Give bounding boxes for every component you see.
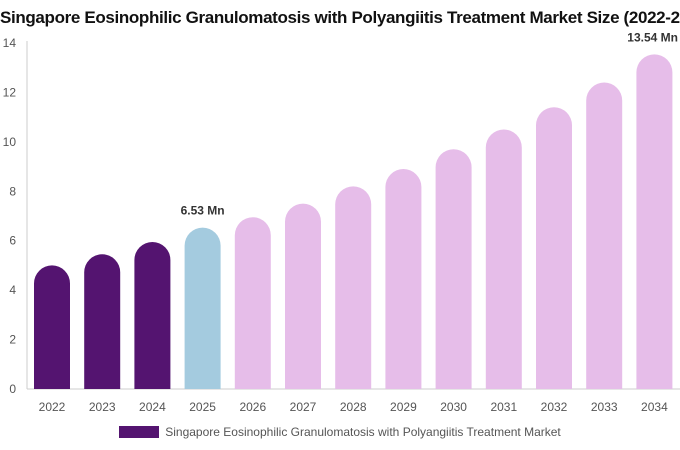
bar — [385, 169, 422, 389]
y-tick-label: 2 — [9, 333, 16, 347]
x-tick-label: 2028 — [340, 400, 367, 414]
bar — [234, 217, 271, 389]
legend: Singapore Eosinophilic Granulomatosis wi… — [0, 425, 680, 439]
y-tick-label: 4 — [9, 283, 16, 297]
x-tick-label: 2031 — [490, 400, 517, 414]
x-tick-label: 2034 — [641, 400, 668, 414]
x-tick-label: 2030 — [440, 400, 467, 414]
data-label: 6.53 Mn — [181, 204, 225, 218]
bar — [134, 241, 171, 389]
x-tick-label: 2027 — [290, 400, 317, 414]
y-tick-label: 10 — [3, 135, 17, 149]
bar — [636, 54, 673, 390]
bar — [435, 149, 472, 389]
bar — [485, 129, 522, 389]
bar — [84, 254, 121, 389]
x-tick-label: 2025 — [189, 400, 216, 414]
x-tick-label: 2029 — [390, 400, 417, 414]
y-tick-label: 12 — [3, 85, 17, 99]
x-tick-label: 2022 — [39, 400, 66, 414]
data-label: 13.54 Mn — [627, 30, 678, 44]
bar — [184, 227, 221, 389]
bar — [285, 203, 321, 389]
bar — [536, 107, 572, 389]
x-tick-label: 2032 — [541, 400, 568, 414]
y-tick-label: 6 — [9, 234, 16, 248]
x-tick-label: 2033 — [591, 400, 618, 414]
y-tick-label: 0 — [9, 382, 16, 396]
bar — [586, 82, 623, 390]
y-tick-label: 8 — [9, 184, 16, 198]
bar — [335, 186, 372, 389]
bar — [34, 265, 70, 389]
legend-swatch — [119, 426, 160, 438]
x-tick-label: 2024 — [139, 400, 166, 414]
legend-label: Singapore Eosinophilic Granulomatosis wi… — [165, 425, 561, 439]
x-tick-label: 2023 — [89, 400, 116, 414]
chart-title: Singapore Eosinophilic Granulomatosis wi… — [0, 8, 680, 27]
y-tick-label: 14 — [3, 36, 17, 50]
x-tick-label: 2026 — [239, 400, 266, 414]
